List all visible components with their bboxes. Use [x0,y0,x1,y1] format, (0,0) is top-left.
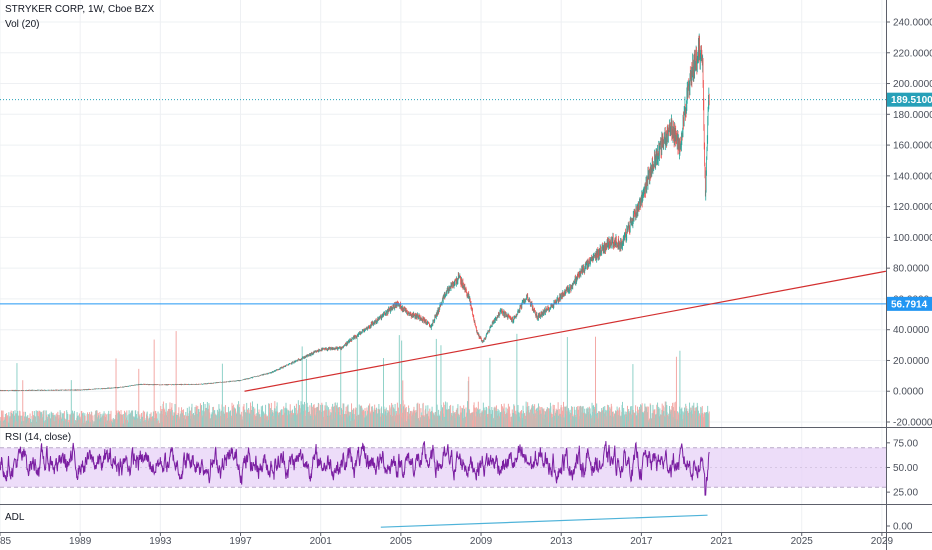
time-tick-label: 1993 [149,536,172,547]
price-tick-label: 20.0000 [893,356,930,367]
time-tick-label: 2025 [791,536,814,547]
volume-label: Vol (20) [5,19,40,30]
time-tick-label: 2013 [550,536,573,547]
price-tick-label: 200.0000 [893,79,932,90]
price-tag-label: 189.5100 [891,95,932,106]
rsi-tick-label: 75.00 [893,438,918,449]
horizontal-levels[interactable] [0,99,886,305]
rsi-line [0,441,710,496]
time-tick-label: 2021 [710,536,733,547]
adl-pane [380,514,708,528]
price-tick-label: -20.0000 [893,418,932,429]
price-tick-label: 220.0000 [893,48,932,59]
price-tags: 189.5100 56.7914 [887,92,932,311]
volume-bars [0,331,710,427]
rsi-tick-label: 50.00 [893,463,918,474]
time-tick-label: 1985 [0,536,12,547]
time-tick-label: 2005 [390,536,413,547]
price-tick-label: 140.0000 [893,171,932,182]
rsi-pane [0,441,886,496]
price-tick-label: 180.0000 [893,110,932,121]
time-tick-label: 2029 [871,536,894,547]
trendline-layer[interactable] [244,270,887,392]
trendline[interactable] [244,270,887,392]
rsi-tick-label: 25.00 [893,488,918,499]
time-axis[interactable]: 1985 1989 1993 1997 2001 2005 2009 2013 2017 2021… [0,532,893,547]
price-tick-label: 80.0000 [893,264,930,275]
price-candles [0,33,710,392]
adl-line [380,514,708,528]
adl-label[interactable]: ADL [5,512,25,523]
time-tick-label: 1989 [69,536,92,547]
price-tick-label: 40.0000 [893,325,930,336]
adl-tick-label: 0.00 [893,522,913,533]
price-tick-label: 160.0000 [893,141,932,152]
price-tag [887,92,932,107]
time-tick-label: 2017 [630,536,653,547]
price-tick-label: 0.0000 [893,387,924,398]
time-tick-label: 2009 [470,536,493,547]
rsi-label[interactable]: RSI (14, close) [5,432,72,443]
price-tick-label: 100.0000 [893,233,932,244]
price-tick-label: 120.0000 [893,202,932,213]
time-tick-label: 2001 [310,536,333,547]
time-tick-label: 1997 [229,536,252,547]
price-tick-label: 240.0000 [893,18,932,29]
chart-title: STRYKER CORP, 1W, Cboe BZX [5,4,155,15]
price-tag-label: 56.7914 [891,299,928,310]
price-tag [887,296,932,311]
